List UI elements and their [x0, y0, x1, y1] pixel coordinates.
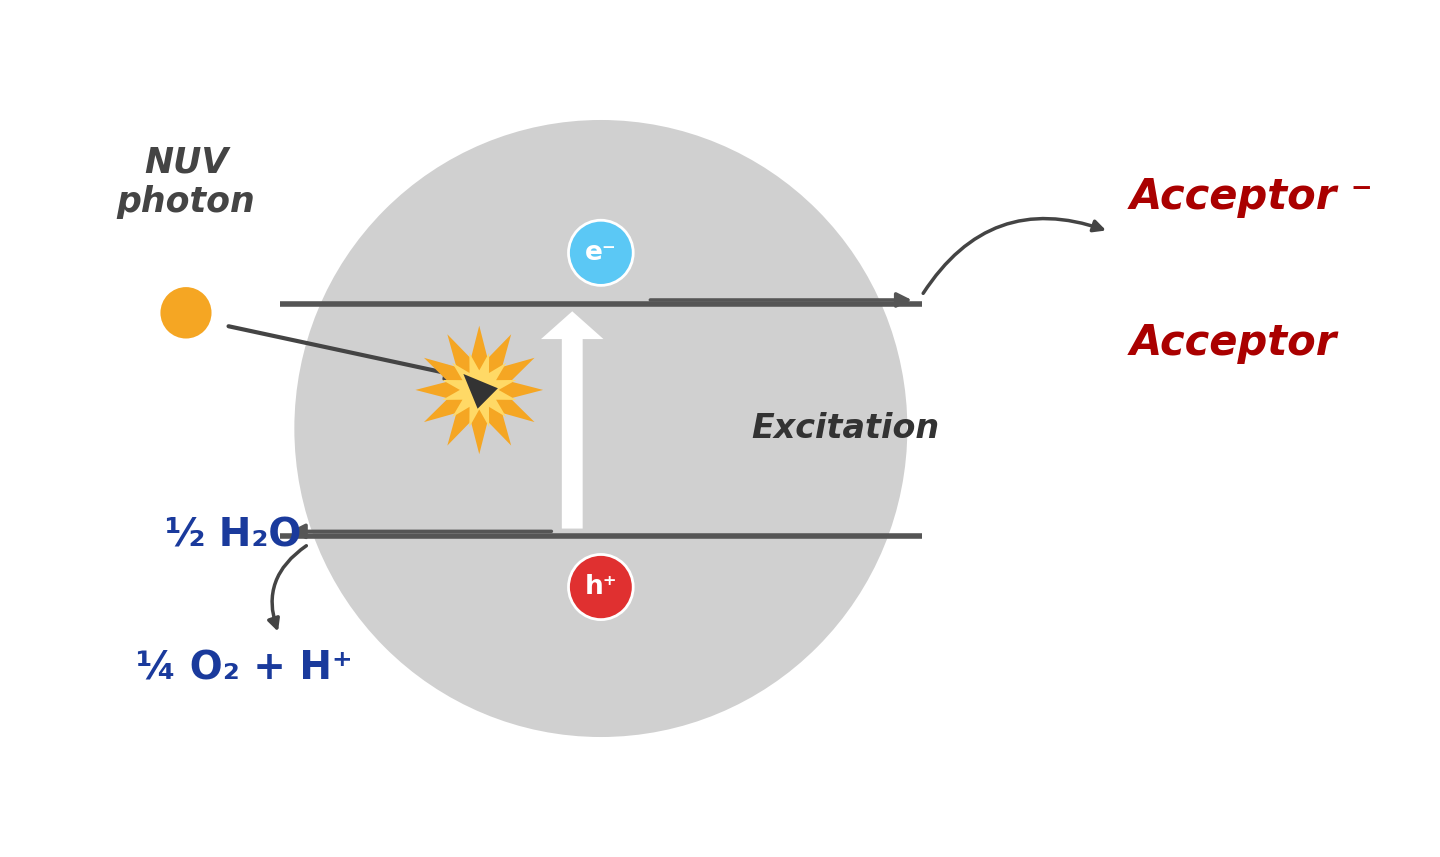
Text: NUV
photon: NUV photon — [117, 145, 255, 219]
Text: Excitation: Excitation — [752, 412, 939, 445]
Text: ½ H₂O: ½ H₂O — [164, 517, 301, 554]
Text: Acceptor: Acceptor — [1130, 321, 1338, 364]
Polygon shape — [464, 374, 498, 409]
Text: Acceptor ⁻: Acceptor ⁻ — [1130, 176, 1374, 219]
Ellipse shape — [294, 120, 907, 737]
FancyArrowPatch shape — [269, 546, 307, 628]
Polygon shape — [442, 353, 517, 427]
Text: h⁺: h⁺ — [585, 574, 618, 600]
Text: ¼ O₂ + H⁺: ¼ O₂ + H⁺ — [135, 650, 353, 687]
Ellipse shape — [569, 220, 634, 285]
Text: e⁻: e⁻ — [585, 240, 616, 266]
Ellipse shape — [569, 554, 634, 620]
Polygon shape — [415, 326, 543, 454]
FancyArrowPatch shape — [923, 219, 1103, 293]
Ellipse shape — [160, 287, 212, 339]
